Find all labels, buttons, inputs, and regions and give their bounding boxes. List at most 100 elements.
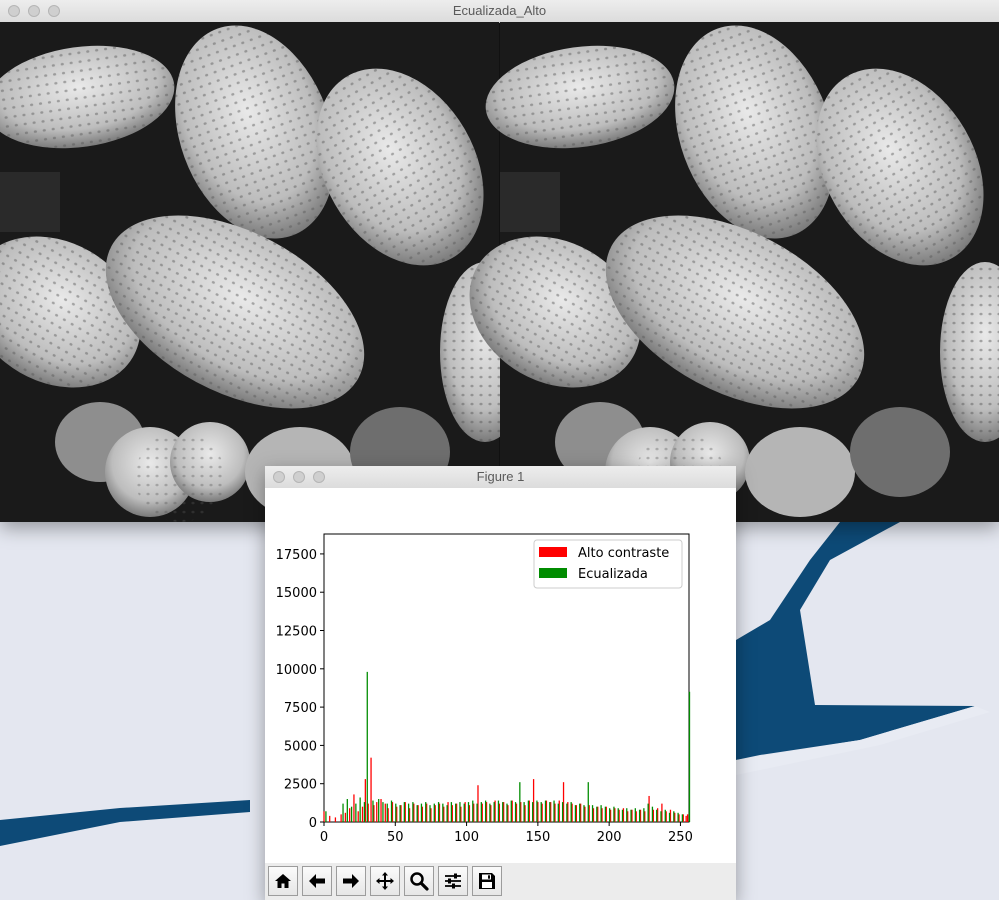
x-tick-label: 200 [597, 830, 622, 845]
bar-alto-contraste [357, 811, 359, 822]
bar-alto-contraste [344, 812, 347, 822]
bar-ecualizada [493, 802, 495, 822]
bar-ecualizada [613, 806, 615, 822]
zoom-button[interactable] [404, 866, 434, 896]
bar-alto-contraste [349, 808, 351, 822]
bar-alto-contraste [605, 806, 607, 822]
bar-ecualizada [429, 805, 431, 822]
bar-ecualizada [425, 802, 427, 822]
close-window-button[interactable] [273, 471, 285, 483]
bar-alto-contraste [511, 800, 513, 822]
bar-alto-contraste [622, 808, 625, 822]
bar-ecualizada [514, 802, 517, 822]
bar-alto-contraste [545, 800, 548, 822]
figure-window-title: Figure 1 [476, 469, 525, 484]
bar-alto-contraste [686, 814, 689, 822]
bar-alto-contraste [421, 806, 424, 822]
save-floppy-icon [479, 873, 495, 889]
figure-toolbar [265, 863, 736, 900]
image-window-titlebar[interactable]: Ecualizada_Alto [0, 0, 999, 23]
bar-ecualizada [609, 808, 611, 822]
bar-ecualizada [651, 806, 654, 822]
bar-ecualizada [497, 800, 500, 822]
bar-ecualizada [664, 809, 666, 822]
forward-button[interactable] [336, 866, 366, 896]
bar-ecualizada [412, 802, 414, 822]
image-window-title: Ecualizada_Alto [452, 3, 547, 18]
bar-ecualizada [677, 812, 679, 822]
pan-button[interactable] [370, 866, 400, 896]
bar-ecualizada [480, 802, 482, 822]
bar-ecualizada [660, 811, 662, 822]
bar-ecualizada [407, 803, 410, 822]
bar-alto-contraste [494, 800, 496, 822]
zoom-window-button[interactable] [313, 471, 325, 483]
bar-alto-contraste [370, 757, 372, 822]
bar-ecualizada [472, 800, 474, 822]
bar-ecualizada [390, 800, 393, 822]
bar-ecualizada [688, 691, 691, 822]
pan-move-icon [376, 872, 394, 890]
close-window-button[interactable] [8, 5, 20, 17]
zoom-window-button[interactable] [48, 5, 60, 17]
bar-alto-contraste [380, 799, 382, 822]
bar-ecualizada [527, 800, 530, 822]
bar-ecualizada [634, 808, 636, 822]
bar-ecualizada [366, 671, 368, 822]
bar-ecualizada [647, 803, 649, 822]
bar-ecualizada [359, 797, 361, 822]
back-button[interactable] [302, 866, 332, 896]
bar-ecualizada [656, 809, 658, 822]
bar-alto-contraste [443, 806, 445, 822]
y-tick-label: 2500 [284, 778, 317, 793]
bar-ecualizada [446, 805, 448, 822]
minimize-window-button[interactable] [28, 5, 40, 17]
bar-ecualizada [378, 799, 380, 822]
forward-arrow-icon [343, 874, 359, 888]
bar-alto-contraste [430, 808, 432, 822]
bar-alto-contraste [685, 815, 687, 822]
bar-ecualizada [363, 802, 366, 822]
bar-alto-contraste [468, 805, 471, 822]
bar-alto-contraste [387, 808, 389, 822]
bar-ecualizada [437, 802, 440, 822]
bar-ecualizada [536, 800, 538, 822]
bar-alto-contraste [631, 809, 633, 822]
bar-alto-contraste [597, 806, 599, 822]
bar-ecualizada [489, 803, 491, 822]
bar-alto-contraste [498, 803, 501, 822]
bar-ecualizada [630, 809, 632, 822]
bar-alto-contraste [601, 808, 603, 822]
home-button[interactable] [268, 866, 298, 896]
bar-alto-contraste [361, 806, 364, 822]
bar-ecualizada [459, 802, 461, 822]
bar-alto-contraste [661, 803, 663, 822]
x-tick-label: 100 [454, 830, 479, 845]
bar-alto-contraste [481, 803, 483, 822]
bar-ecualizada [420, 803, 423, 822]
bar-alto-contraste [364, 779, 366, 822]
y-tick-label: 7500 [284, 701, 317, 716]
configure-subplots-button[interactable] [438, 866, 468, 896]
bar-alto-contraste [669, 809, 672, 822]
bar-alto-contraste [614, 808, 616, 822]
bar-alto-contraste [400, 805, 402, 822]
bar-ecualizada [544, 800, 547, 822]
bar-alto-contraste [384, 803, 386, 822]
minimize-window-button[interactable] [293, 471, 305, 483]
zoom-magnifier-icon [410, 872, 429, 891]
bar-alto-contraste [528, 800, 530, 822]
bar-alto-contraste [584, 806, 586, 822]
legend-swatch [539, 568, 567, 578]
bar-alto-contraste [644, 811, 646, 822]
bar-alto-contraste [485, 802, 488, 822]
bar-alto-contraste [503, 802, 505, 822]
bar-alto-contraste [447, 802, 449, 822]
save-button[interactable] [472, 866, 502, 896]
figure-window-titlebar[interactable]: Figure 1 [265, 466, 736, 489]
bar-ecualizada [566, 803, 568, 822]
x-tick-label: 150 [525, 830, 550, 845]
legend-swatch [539, 547, 567, 557]
bar-alto-contraste [404, 802, 406, 822]
bar-ecualizada [386, 803, 388, 822]
